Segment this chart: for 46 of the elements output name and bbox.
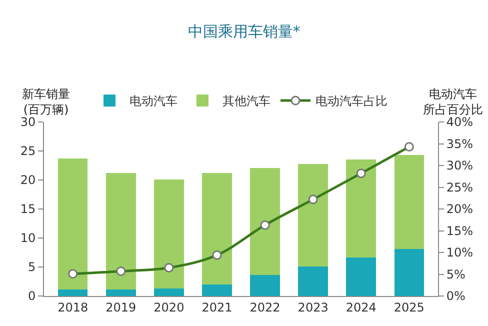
y-axis-title: 新车销量(百万辆) [22,87,70,117]
bar [58,158,88,290]
bar [154,179,184,288]
legend-label: 其他汽车 [222,94,270,108]
bar [154,288,184,296]
y2-tick-label: 10% [446,246,474,260]
y-tick-label: 5 [28,260,36,274]
bar [298,266,328,296]
x-tick-label: 2021 [202,300,232,314]
y2-tick-label: 15% [446,224,474,238]
y2-tick-label: 30% [446,158,474,173]
bar [394,155,424,250]
y-tick-label: 10 [20,231,36,246]
bar [106,173,136,290]
legend-label: 电动汽车 [130,94,178,108]
bar [250,275,280,296]
y-tick-label: 25 [20,144,36,158]
y2-tick-label: 40% [446,115,474,130]
bar [394,249,424,296]
y2-axis-title: 电动汽车所占百分比 [423,87,483,117]
y2-tick-label: 35% [446,136,474,151]
bar [250,168,280,276]
bar [202,284,232,296]
x-tick-label: 2019 [106,300,136,314]
x-tick-label: 2024 [346,300,376,314]
bar [346,160,376,258]
y-tick-label: 15 [20,202,36,216]
bar [202,173,232,284]
y2-tick-label: 0% [446,289,466,304]
y2-tick-label: 5% [446,267,466,282]
y2-tick-label: 20% [446,202,474,216]
y-tick-label: 0 [28,289,36,304]
x-tick-label: 2025 [394,300,424,314]
chart-title: 中国乘用车销量* [188,22,301,41]
bar [298,164,328,266]
bar [58,290,88,296]
bar [346,258,376,296]
y2-tick-label: 25% [446,180,474,194]
x-tick-label: 2018 [58,300,88,314]
bar [106,290,136,296]
x-tick-label: 2023 [298,300,328,314]
y-tick-label: 20 [20,173,36,188]
x-tick-label: 2022 [250,300,280,314]
y-tick-label: 30 [20,115,36,130]
legend-label: 电动汽车占比 [316,94,388,108]
x-tick-label: 2020 [154,300,184,314]
